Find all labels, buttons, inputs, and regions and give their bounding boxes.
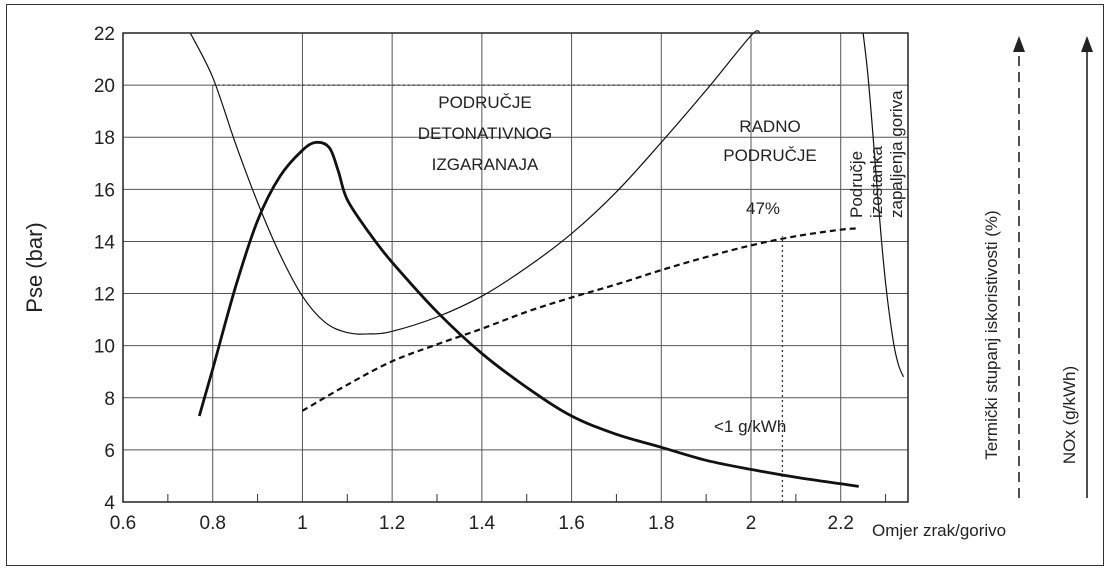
misfire-region-line-1: Područje xyxy=(847,151,866,218)
series xyxy=(189,30,905,488)
efficiency-axis-label: Termički stupanj iskoristivosti (%) xyxy=(982,210,1001,459)
x-tick-label: 2.2 xyxy=(828,513,854,534)
misfire-region-line-3: zapaljenja goriva xyxy=(887,90,906,218)
y-tick-label: 6 xyxy=(104,441,115,462)
x-tick-label: 1.4 xyxy=(469,513,496,534)
y-tick-label: 12 xyxy=(94,285,115,306)
x-tick-label: 1 xyxy=(297,513,308,534)
right-axis-efficiency: Termički stupanj iskoristivosti (%) xyxy=(982,36,1025,498)
tick-labels: 4 6 8 10 12 14 16 18 20 22 0.6 0.8 1 1.2 1.4 1.6 1.8 2 2.2 xyxy=(94,24,854,534)
misfire-region-line-2: izostanka xyxy=(867,146,886,218)
knock-region-label: PODRUČJE DETONATIVNOG IZGARANAJA xyxy=(418,93,552,174)
x-tick-label: 1.2 xyxy=(379,513,405,534)
y-tick-label: 18 xyxy=(94,128,115,149)
y-tick-label: 16 xyxy=(94,180,115,201)
x-tick-label: 1.8 xyxy=(648,513,674,534)
working-region-line-2: PODRUČJE xyxy=(723,146,817,165)
series-misfire_limit xyxy=(862,32,905,378)
y-tick-label: 20 xyxy=(94,76,115,97)
figure-frame xyxy=(6,4,1104,566)
x-tick-label: 2 xyxy=(746,513,757,534)
series-efficiency xyxy=(301,227,859,412)
nox-axis-label: NOx (g/kWh) xyxy=(1060,366,1079,464)
x-tick-label: 1.6 xyxy=(558,513,584,534)
y-tick-label: 10 xyxy=(94,337,115,358)
knock-region-line-2: DETONATIVNOG xyxy=(418,124,552,143)
x-tick-label: 0.8 xyxy=(200,513,226,534)
y-tick-label: 8 xyxy=(104,389,115,410)
working-region-line-1: RADNO xyxy=(739,117,800,136)
nox-value-label: <1 g/kWh xyxy=(714,417,786,436)
efficiency-arrow-head xyxy=(1013,36,1025,52)
series-nox xyxy=(197,140,859,488)
plot-border xyxy=(122,32,909,503)
working-region-label: RADNO PODRUČJE xyxy=(723,117,817,165)
y-tick-label: 14 xyxy=(94,232,116,253)
y-tick-label: 22 xyxy=(94,24,115,45)
reference-lines xyxy=(212,84,841,502)
x-axis-label: Omjer zrak/gorivo xyxy=(872,521,1006,540)
knock-region-line-3: IZGARANAJA xyxy=(432,155,539,174)
right-axis-nox: NOx (g/kWh) xyxy=(1060,36,1093,498)
x-tick-label: 0.6 xyxy=(110,513,136,534)
grid xyxy=(123,33,908,502)
knock-region-line-1: PODRUČJE xyxy=(438,93,532,112)
series-knock_limit xyxy=(189,30,761,335)
efficiency-value-label: 47% xyxy=(746,199,780,218)
y-tick-label: 4 xyxy=(104,493,115,514)
misfire-region-label: Područje izostanka zapaljenja goriva xyxy=(847,90,906,218)
nox-arrow-head xyxy=(1081,36,1093,52)
y-axis-label: Pse (bar) xyxy=(22,222,47,312)
